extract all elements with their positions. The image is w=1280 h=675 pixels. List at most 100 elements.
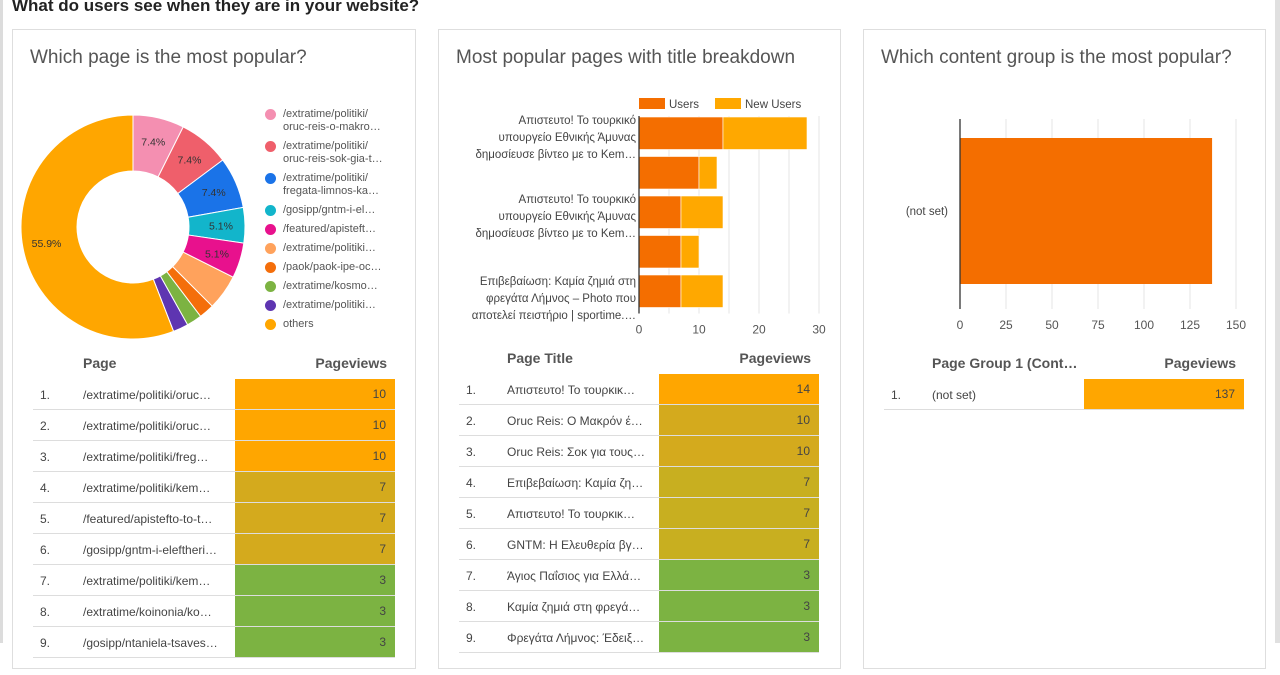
category-label: αποτελεί πειστήριο | sportime.… xyxy=(472,310,636,322)
legend-label: /extratime/politiki… xyxy=(283,242,376,254)
table-row[interactable]: 5. /featured/apistefto-to-t… 7 xyxy=(33,503,395,534)
row-label: Επιβεβαίωση: Καμία ζη… xyxy=(507,476,644,490)
table-row[interactable]: 8. Καμία ζημιά στη φρεγά… 3 xyxy=(459,591,819,622)
table-row[interactable]: 7. /extratime/politiki/kem… 3 xyxy=(33,565,395,596)
x-tick-label: 25 xyxy=(999,318,1013,332)
legend-item[interactable]: /featured/apisteft… xyxy=(265,223,405,236)
legend-label[interactable]: New Users xyxy=(745,99,801,111)
right-scrollbar[interactable] xyxy=(1275,0,1280,643)
donut-chart: 7.4% 7.4% 7.4% 5.1% 5.1% 55.9% xyxy=(20,114,246,340)
table-row[interactable]: 6. /gosipp/gntm-i-eleftheri… 7 xyxy=(33,534,395,565)
legend-label: /featured/apisteft… xyxy=(283,223,376,235)
pageviews-cell: 10 xyxy=(659,436,819,466)
pageviews-cell: 3 xyxy=(659,591,819,621)
bar-segment[interactable] xyxy=(680,195,724,229)
category-label: Απιστευτο! Το τουρκικό xyxy=(519,194,636,206)
pageviews-cell: 7 xyxy=(659,498,819,528)
legend-swatch-icon xyxy=(265,319,276,330)
pageviews-cell: 3 xyxy=(235,565,395,595)
pageviews-cell: 7 xyxy=(659,529,819,559)
legend-swatch-icon xyxy=(265,205,276,216)
table-row[interactable]: 2. Oruc Reis: Ο Μακρόν έ… 10 xyxy=(459,405,819,436)
legend-swatch-icon xyxy=(265,109,276,120)
bar-segment[interactable] xyxy=(638,235,682,269)
table-row[interactable]: 1. Απιστευτο! Το τουρκικ… 14 xyxy=(459,374,819,405)
row-number: 2. xyxy=(40,419,51,433)
row-label: /featured/apistefto-to-t… xyxy=(83,512,213,526)
legend-item[interactable]: /extratime/politiki/fregata-limnos-ka… xyxy=(265,172,405,198)
pageviews-cell: 7 xyxy=(235,472,395,502)
row-label: Φρεγάτα Λήμνος: Έδειξ… xyxy=(507,631,645,645)
row-number: 5. xyxy=(40,512,51,526)
bar-segment[interactable] xyxy=(638,195,682,229)
row-label: Απιστευτο! Το τουρκικ… xyxy=(507,507,636,521)
pie-slice[interactable] xyxy=(20,114,175,340)
page-table: Page Pageviews 1. /extratime/politiki/oruc…… xyxy=(33,355,403,675)
column-header-pageviews[interactable]: Pageviews xyxy=(739,350,811,366)
table-row[interactable]: 1. /extratime/politiki/oruc… 10 xyxy=(33,379,395,410)
row-number: 1. xyxy=(466,383,477,397)
row-number: 4. xyxy=(40,481,51,495)
legend-item[interactable]: /extratime/politiki… xyxy=(265,242,405,255)
legend-item[interactable]: /gosipp/gntm-i-el… xyxy=(265,204,405,217)
x-tick-label: 20 xyxy=(752,323,766,337)
row-label: /gosipp/ntaniela-tsaves… xyxy=(83,636,218,650)
table-row[interactable]: 7. Άγιος Παΐσιος για Ελλά… 3 xyxy=(459,560,819,591)
pageviews-cell: 3 xyxy=(235,627,395,657)
legend-item[interactable]: others xyxy=(265,318,405,331)
pageviews-cell: 14 xyxy=(659,374,819,404)
table-row[interactable]: 6. GNTM: Η Ελευθερία βγ… 7 xyxy=(459,529,819,560)
table-row[interactable]: 1. (not set) 137 xyxy=(884,379,1244,410)
category-label: υπουργείο Εθνικής Άμυνας xyxy=(499,211,637,223)
bar-segment[interactable] xyxy=(638,116,724,150)
content-group-bar-chart: 0 25 50 75 100 125 150 (not set) xyxy=(906,119,1246,332)
legend-item[interactable]: /extratime/politiki/oruc-reis-o-makro… xyxy=(265,108,405,134)
row-number: 3. xyxy=(40,450,51,464)
pageviews-cell: 10 xyxy=(235,410,395,440)
row-number: 8. xyxy=(40,605,51,619)
x-tick-label: 75 xyxy=(1091,318,1105,332)
legend-swatch-icon xyxy=(639,98,665,109)
column-header-pageviews[interactable]: Pageviews xyxy=(1164,355,1236,371)
legend-label: /extratime/politiki/oruc-reis-sok-gia-t… xyxy=(283,140,383,165)
bar[interactable] xyxy=(960,138,1213,284)
row-label: Απιστευτο! Το τουρκικ… xyxy=(507,383,636,397)
page-title-card: Most popular pages with title breakdown … xyxy=(438,29,841,669)
column-header-label[interactable]: Page Group 1 (Cont… xyxy=(932,355,1078,371)
bar-segment[interactable] xyxy=(638,274,682,308)
table-row[interactable]: 3. Oruc Reis: Σοκ για τους… 10 xyxy=(459,436,819,467)
category-label: Απιστευτο! Το τουρκικό xyxy=(519,115,636,127)
card-title: Which content group is the most popular? xyxy=(881,47,1232,68)
legend-label[interactable]: Users xyxy=(669,99,699,111)
legend-item[interactable]: /paok/paok-ipe-oc… xyxy=(265,261,405,274)
bar-segment[interactable] xyxy=(638,156,700,190)
row-label: Καμία ζημιά στη φρεγά… xyxy=(507,600,641,614)
table-row[interactable]: 8. /extratime/koinonia/ko… 3 xyxy=(33,596,395,627)
legend-item[interactable]: /extratime/kosmo… xyxy=(265,280,405,293)
legend-label: /gosipp/gntm-i-el… xyxy=(283,204,376,216)
table-row[interactable]: 4. Επιβεβαίωση: Καμία ζη… 7 xyxy=(459,467,819,498)
slice-label: 7.4% xyxy=(141,136,165,148)
bar-segment[interactable] xyxy=(680,235,700,269)
x-tick-label: 10 xyxy=(692,323,706,337)
category-label: φρεγάτα Λήμνος – Photo που xyxy=(486,293,636,305)
content-group-table: Page Group 1 (Cont… Pageviews 1. (not set) 1… xyxy=(884,355,1254,455)
table-row[interactable]: 4. /extratime/politiki/kem… 7 xyxy=(33,472,395,503)
column-header-label[interactable]: Page xyxy=(83,355,117,371)
legend-item[interactable]: /extratime/politiki… xyxy=(265,299,405,312)
column-header-label[interactable]: Page Title xyxy=(507,350,573,366)
bar-segment[interactable] xyxy=(680,274,724,308)
table-row[interactable]: 3. /extratime/politiki/freg… 10 xyxy=(33,441,395,472)
legend-item[interactable]: /extratime/politiki/oruc-reis-sok-gia-t… xyxy=(265,140,405,166)
legend-swatch-icon xyxy=(265,262,276,273)
column-header-pageviews[interactable]: Pageviews xyxy=(315,355,387,371)
bar-segment[interactable] xyxy=(698,156,718,190)
row-label: GNTM: Η Ελευθερία βγ… xyxy=(507,538,644,552)
table-row[interactable]: 5. Απιστευτο! Το τουρκικ… 7 xyxy=(459,498,819,529)
row-label: Oruc Reis: Ο Μακρόν έ… xyxy=(507,414,643,428)
bar-segment[interactable] xyxy=(722,116,808,150)
table-row[interactable]: 2. /extratime/politiki/oruc… 10 xyxy=(33,410,395,441)
row-label: /extratime/koinonia/ko… xyxy=(83,605,212,619)
table-row[interactable]: 9. Φρεγάτα Λήμνος: Έδειξ… 3 xyxy=(459,622,819,653)
legend-label: others xyxy=(283,318,314,330)
